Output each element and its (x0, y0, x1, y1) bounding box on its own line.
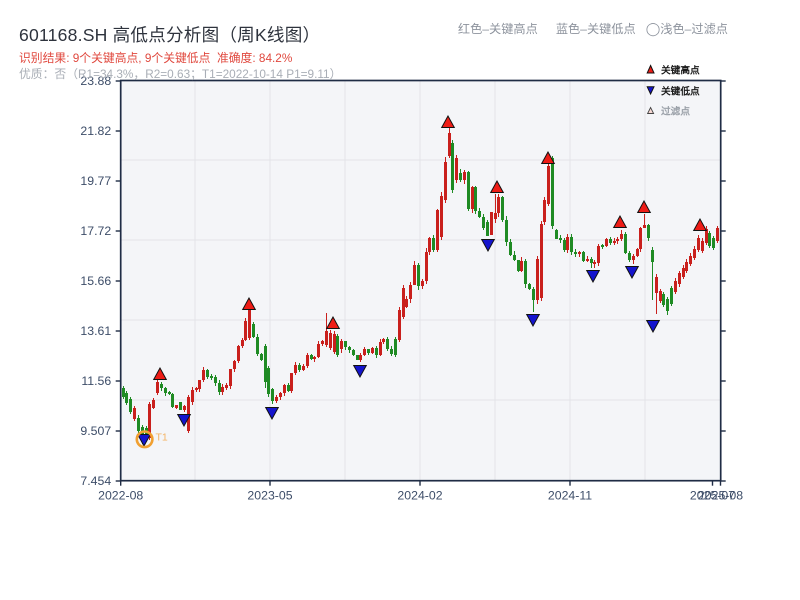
svg-text:关键低点: 关键低点 (661, 85, 700, 98)
svg-text:2024-02: 2024-02 (397, 489, 442, 503)
svg-text:2024-11: 2024-11 (548, 489, 592, 503)
svg-text:19.77: 19.77 (80, 174, 111, 188)
svg-text:11.56: 11.56 (81, 374, 111, 388)
svg-text:9.507: 9.507 (80, 424, 111, 438)
svg-text:17.72: 17.72 (80, 224, 111, 238)
svg-text:2025-07: 2025-07 (690, 489, 735, 503)
svg-text:过滤点: 过滤点 (661, 105, 690, 118)
svg-text:15.66: 15.66 (80, 274, 111, 288)
svg-text:7.454: 7.454 (80, 474, 111, 488)
svg-text:21.82: 21.82 (80, 124, 111, 138)
svg-text:关键高点: 关键高点 (661, 64, 700, 77)
svg-text:2023-05: 2023-05 (247, 489, 292, 503)
svg-text:2025-08: 2025-08 (698, 489, 743, 503)
svg-text:2022-08: 2022-08 (98, 489, 143, 503)
svg-text:23.88: 23.88 (80, 74, 111, 88)
svg-text:13.61: 13.61 (80, 324, 111, 338)
svg-text:T1: T1 (156, 432, 168, 444)
